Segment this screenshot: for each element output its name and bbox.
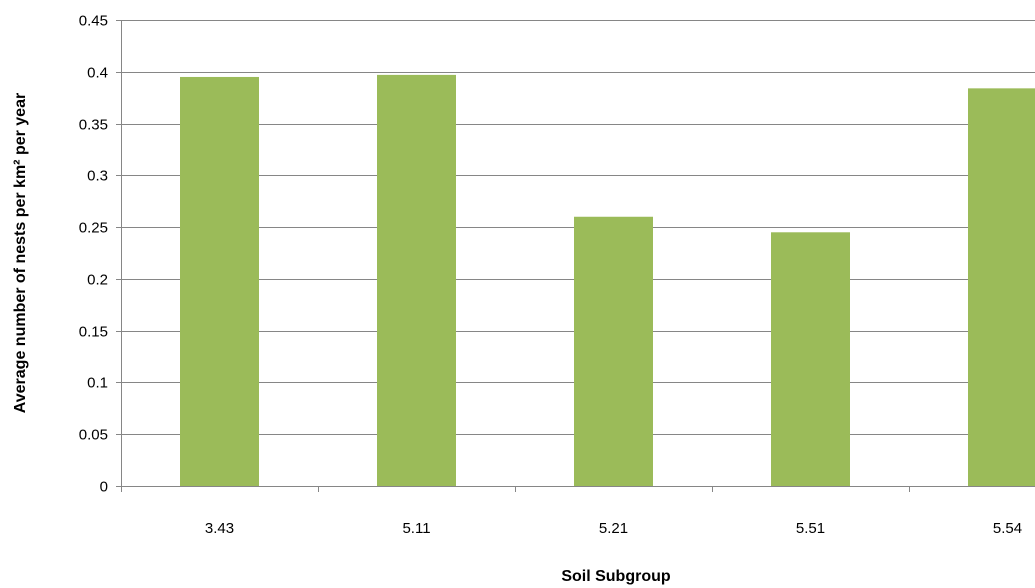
bars (180, 74, 1035, 486)
bar (574, 216, 653, 486)
x-tick-label: 5.54 (993, 520, 1022, 537)
y-axis-title: Average number of nests per km² per year (12, 93, 29, 413)
bar (968, 88, 1035, 486)
y-tick-label: 0.1 (87, 375, 108, 392)
x-axis-title: Soil Subgroup (561, 568, 671, 585)
x-tick-label: 5.11 (402, 520, 430, 537)
y-tick-label: 0.3 (87, 168, 108, 185)
bar (771, 232, 850, 486)
x-tick-label: 5.21 (599, 520, 628, 537)
x-tick-labels: 3.43 5.11 5.21 5.51 5.54 (205, 520, 1022, 537)
y-tick-label: 0.35 (79, 117, 108, 134)
y-tick-label: 0.45 (79, 13, 108, 30)
y-tick-label: 0 (100, 479, 108, 496)
y-tick-labels: 0 0.05 0.1 0.15 0.2 0.25 0.3 0.35 0.4 0.45 (79, 13, 108, 496)
y-tick-label: 0.4 (87, 65, 108, 82)
axes (116, 20, 1035, 492)
bar (180, 76, 259, 486)
y-tick-label: 0.15 (79, 324, 108, 341)
y-tick-label: 0.25 (79, 220, 108, 237)
x-tick-label: 3.43 (205, 520, 234, 537)
bar (377, 74, 456, 486)
y-tick-label: 0.2 (87, 272, 108, 289)
y-tick-label: 0.05 (79, 427, 108, 444)
x-tick-label: 5.51 (796, 520, 825, 537)
